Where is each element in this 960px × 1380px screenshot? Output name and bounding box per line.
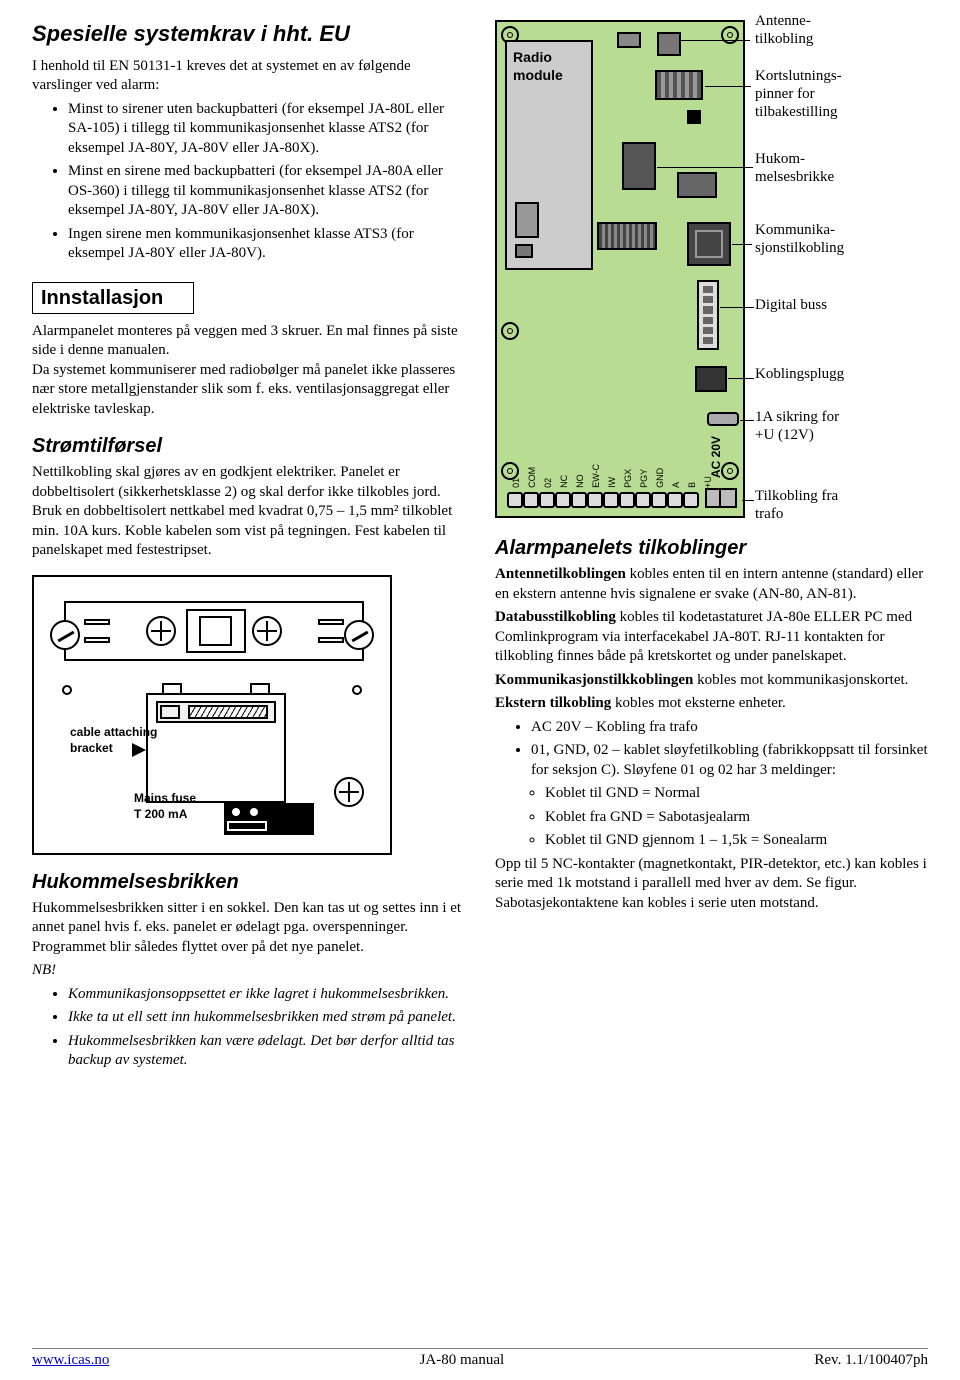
strom-para: Nettilkobling skal gjøres av en godkjent… [32, 463, 465, 561]
ext-bullet-2: 01, GND, 02 – kablet sløyfetilkobling (f… [531, 741, 928, 780]
external-bullets: AC 20V – Kobling fra trafo 01, GND, 02 –… [495, 718, 928, 781]
nb-bullet-1: Kommunikasjonsoppsettet er ikke lagret i… [68, 985, 465, 1005]
bullet-2: Minst en sirene med backupbatteri (for e… [68, 162, 465, 221]
page-title: Spesielle systemkrav i hht. EU [32, 20, 465, 49]
section-innstallasjon: Innstallasjon [32, 282, 194, 314]
board-annotations: Antenne- tilkobling Kortslutnings- pinne… [755, 20, 844, 523]
alarm-tail: Opp til 5 NC-kontakter (magnetkontakt, P… [495, 855, 928, 914]
annot-trafo: Tilkobling fra trafo [755, 487, 844, 523]
mains-diagram: cable attaching bracket Mains fuse T 200… [32, 575, 392, 855]
annot-plug: Koblingsplugg [755, 365, 844, 383]
section-tilkoblinger: Alarmpanelets tilkoblinger [495, 535, 928, 561]
hukom-para: Hukommelsesbrikken sitter i en sokkel. D… [32, 899, 465, 958]
bullet-3: Ingen sirene men kommunikasjonsenhet kla… [68, 225, 465, 264]
alarm-p2: Databusstilkobling kobles til kodetastat… [495, 608, 928, 667]
annot-reset-pins: Kortslutnings- pinner for tilbakestillin… [755, 67, 844, 121]
terminal-row [507, 492, 699, 508]
alarm-p3: Kommunikasjonstilkkoblingen kobles mot k… [495, 671, 928, 691]
bullet-1: Minst to sirener uten backupbatteri (for… [68, 100, 465, 159]
sub-bullet-1: Koblet til GND = Normal [545, 784, 928, 804]
alarm-p4: Ekstern tilkobling kobles mot eksterne e… [495, 694, 928, 714]
annot-memory: Hukom- melsesbrikke [755, 150, 844, 186]
intro-para: I henhold til EN 50131-1 kreves det at s… [32, 57, 465, 96]
annot-antenna: Antenne- tilkobling [755, 12, 844, 48]
nb-bullets: Kommunikasjonsoppsettet er ikke lagret i… [32, 985, 465, 1071]
annot-comm: Kommunika- sjonstilkobling [755, 221, 844, 257]
page-footer: www.icas.no JA-80 manual Rev. 1.1/100407… [32, 1348, 928, 1371]
sub-bullet-3: Koblet til GND gjennom 1 – 1,5k = Soneal… [545, 831, 928, 851]
nb-bullet-3: Hukommelsesbrikken kan være ødelagt. Det… [68, 1032, 465, 1071]
section-hukommelse: Hukommelsesbrikken [32, 869, 465, 895]
radio-module-label: Radio module [507, 42, 591, 90]
circuit-board-diagram: Radio module [495, 20, 745, 518]
annot-fuse: 1A sikring for +U (12V) [755, 408, 844, 444]
footer-right: Rev. 1.1/100407ph [814, 1351, 928, 1371]
footer-mid: JA-80 manual [420, 1351, 505, 1371]
mains-fuse-label: Mains fuse T 200 mA [134, 791, 196, 822]
nb-label: NB! [32, 961, 465, 981]
sub-bullets: Koblet til GND = Normal Koblet fra GND =… [495, 784, 928, 851]
ext-bullet-1: AC 20V – Kobling fra trafo [531, 718, 928, 738]
nb-bullet-2: Ikke ta ut ell sett inn hukommelsesbrikk… [68, 1008, 465, 1028]
terminal-labels: 01COM 02NC NOEW-C IWPGX PGYGND AB +U [509, 474, 717, 486]
alarm-p1: Antennetilkoblingen kobles enten til en … [495, 565, 928, 604]
intro-bullets: Minst to sirener uten backupbatteri (for… [32, 100, 465, 264]
innst-para: Alarmpanelet monteres på veggen med 3 sk… [32, 322, 465, 420]
sub-bullet-2: Koblet fra GND = Sabotasjealarm [545, 808, 928, 828]
footer-left: www.icas.no [32, 1351, 109, 1371]
annot-digital-bus: Digital buss [755, 296, 844, 314]
section-strom: Strømtilførsel [32, 433, 465, 459]
